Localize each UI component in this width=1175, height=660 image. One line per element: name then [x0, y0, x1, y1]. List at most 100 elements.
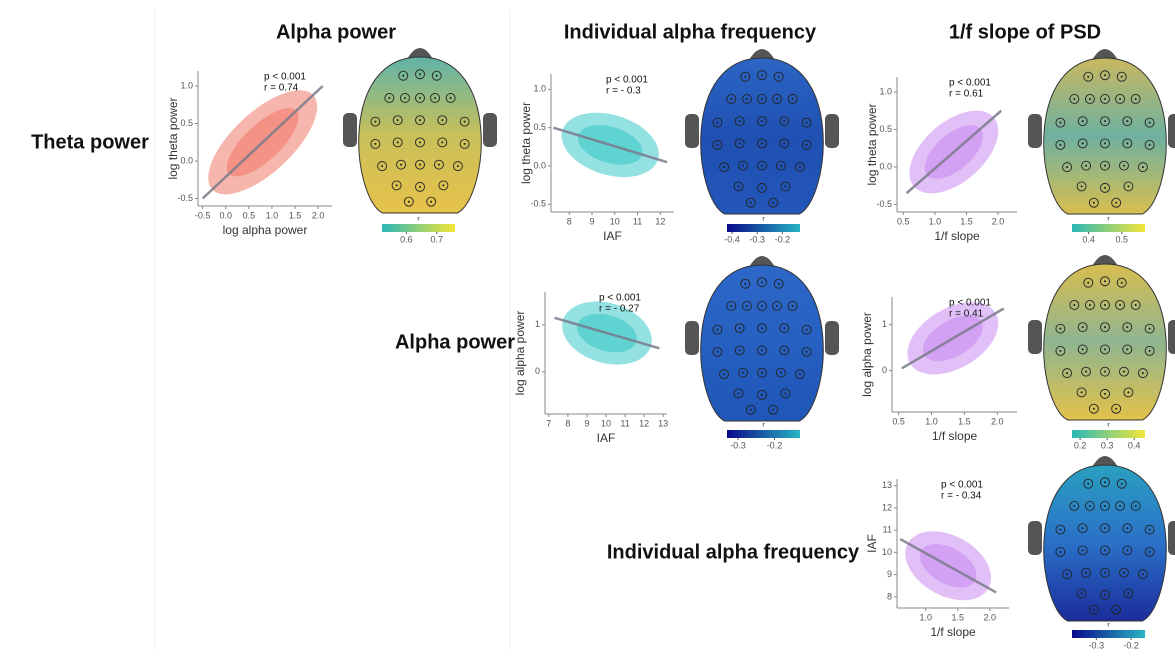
electrode: [1115, 501, 1126, 511]
electrode-dot: [744, 282, 747, 285]
x-tick-label: 1.0: [920, 612, 933, 622]
electrode-dot: [791, 97, 794, 100]
colorbar-tick-label: 0.7: [430, 234, 443, 244]
ear: [1028, 320, 1042, 354]
electrode: [801, 324, 812, 335]
colorbar: [1072, 630, 1145, 638]
x-tick-label: 7: [546, 418, 551, 428]
electrode-dot: [776, 304, 779, 307]
fit-line: [905, 109, 1003, 195]
electrode-dot: [1080, 592, 1083, 595]
electrode: [1115, 93, 1126, 104]
electrode: [1062, 162, 1073, 173]
electrode-dot: [1104, 97, 1106, 100]
ear: [1028, 114, 1042, 148]
electrode: [1122, 322, 1133, 333]
electrode: [1062, 569, 1073, 580]
head: [700, 57, 824, 215]
electrode: [1069, 93, 1080, 104]
y-tick-label: 1.0: [533, 84, 546, 94]
electrode: [392, 137, 403, 148]
electrode-dot: [716, 350, 719, 353]
electrode-dot: [1122, 370, 1125, 373]
electrode-dot: [1092, 201, 1095, 204]
electrode-dot: [1088, 303, 1091, 306]
electrode-dot: [1087, 281, 1090, 284]
electrode-dot: [435, 74, 438, 77]
colorbar-label: r: [762, 423, 765, 429]
electrode: [399, 92, 410, 103]
electrode-dot: [1126, 326, 1129, 329]
x-tick-label: 9: [589, 216, 594, 226]
colorbar-label: r: [1107, 623, 1110, 629]
electrode: [430, 92, 441, 103]
electrode-dot: [1073, 303, 1076, 306]
colorbar-tick-label: 0.3: [1101, 440, 1114, 450]
colorbar-tick-label: -0.2: [775, 234, 791, 244]
fit-line: [554, 316, 660, 350]
electrode: [370, 116, 381, 127]
electrode-dot: [761, 97, 763, 100]
electrode-dot: [1104, 164, 1106, 167]
electrode-dot: [716, 121, 719, 124]
electrode-dot: [742, 371, 745, 374]
head: [1043, 57, 1167, 215]
electrode-dot: [761, 327, 763, 330]
electrode-dot: [1148, 143, 1151, 146]
electrode-dot: [1066, 573, 1069, 576]
electrode: [712, 324, 723, 335]
electrode-dot: [403, 96, 406, 99]
electrode-dot: [737, 392, 740, 395]
electrode-dot: [1126, 348, 1129, 351]
electrode: [370, 138, 381, 149]
x-tick-label: 0.5: [243, 210, 256, 220]
head: [358, 56, 482, 214]
electrode: [1077, 116, 1088, 127]
electrode: [1144, 546, 1155, 557]
y-axis-label: log theta power: [166, 97, 180, 179]
electrode: [415, 69, 425, 80]
electrode-dot: [1085, 370, 1088, 373]
ear: [685, 114, 699, 148]
annotation: p < 0.001: [264, 72, 306, 83]
electrode-dot: [1073, 97, 1076, 100]
electrode-dot: [744, 75, 747, 78]
electrode-dot: [779, 371, 782, 374]
electrode-dot: [805, 121, 808, 124]
electrode-dot: [1126, 120, 1129, 123]
electrode-dot: [1059, 121, 1062, 124]
electrode: [801, 117, 812, 128]
electrode: [1123, 387, 1134, 398]
electrode: [1055, 546, 1066, 557]
y-axis-label: log alpha power: [513, 311, 527, 396]
electrode: [1084, 501, 1095, 511]
electrode-dot: [1104, 186, 1106, 189]
electrode: [779, 345, 790, 356]
electrode-dot: [791, 304, 794, 307]
electrode: [787, 301, 798, 311]
annotation: r = 0.41: [949, 309, 984, 320]
x-tick-label: 1.5: [952, 612, 965, 622]
electrode: [1100, 300, 1110, 310]
electrode: [757, 160, 767, 171]
electrode: [757, 277, 767, 288]
electrode: [1088, 197, 1099, 208]
electrode: [1088, 604, 1099, 615]
x-tick-label: 8: [567, 216, 572, 226]
electrode-dot: [1104, 348, 1106, 351]
electrode: [1100, 93, 1110, 104]
electrode: [757, 138, 767, 149]
electrode-dot: [1126, 142, 1129, 145]
electrode-dot: [761, 142, 763, 145]
electrode: [415, 159, 425, 170]
electrode-dot: [1059, 550, 1062, 553]
electrode: [391, 180, 402, 191]
y-tick-label: 9: [887, 569, 892, 579]
x-tick-label: 11: [620, 418, 629, 428]
colorbar-tick-label: 0.6: [400, 234, 413, 244]
x-tick-label: 12: [639, 418, 649, 428]
electrode: [1076, 588, 1087, 599]
y-axis-label: log theta power: [865, 103, 879, 185]
electrode: [757, 389, 767, 400]
electrode: [757, 182, 767, 193]
